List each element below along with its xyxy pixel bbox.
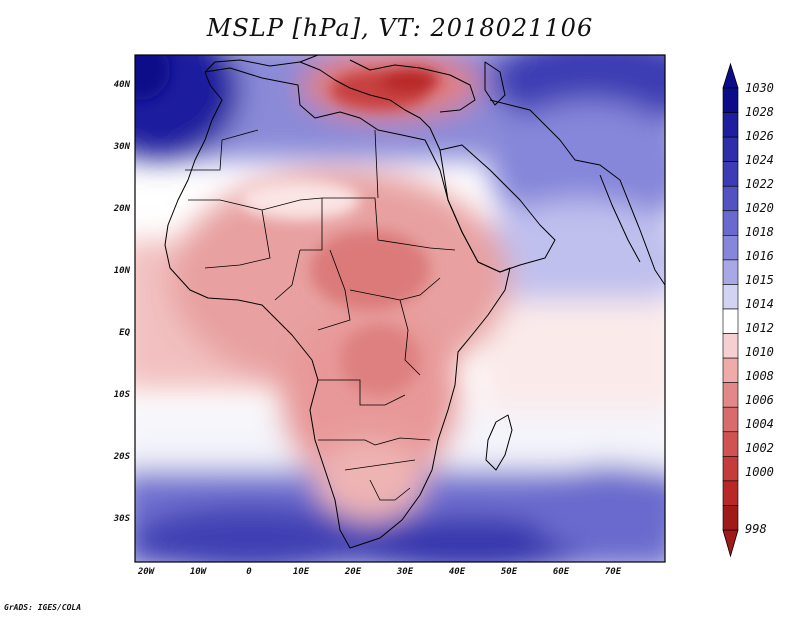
- colorbar-swatch: [722, 87, 739, 113]
- colorbar-label: 1004: [745, 417, 774, 431]
- colorbar-label: 998: [745, 522, 767, 536]
- colorbar-swatch: [722, 456, 739, 482]
- colorbar: [722, 62, 739, 558]
- colorbar-label: 1024: [745, 153, 774, 167]
- credit-text: GrADS: IGES/COLA: [4, 603, 82, 612]
- colorbar-label: 1022: [745, 177, 774, 191]
- colorbar-swatch: [722, 480, 739, 506]
- colorbar-swatch: [722, 505, 739, 531]
- lat-label: 10S: [113, 390, 130, 400]
- colorbar-label: 1000: [745, 465, 774, 479]
- colorbar-label: 1014: [745, 297, 774, 311]
- lon-label: 70E: [604, 567, 622, 577]
- colorbar-label: 1015: [745, 273, 774, 287]
- lon-label: 0: [246, 567, 252, 577]
- colorbar-label: 1008: [745, 369, 774, 383]
- pressure-field: [135, 55, 665, 562]
- colorbar-swatch: [722, 333, 739, 359]
- lat-label: EQ: [119, 328, 130, 338]
- lon-label: 20E: [344, 567, 362, 577]
- lon-label: 30E: [396, 567, 414, 577]
- colorbar-label: 1028: [745, 105, 774, 119]
- colorbar-swatch: [722, 259, 739, 285]
- lon-label: 20W: [137, 567, 155, 577]
- colorbar-top-arrow: [722, 62, 739, 89]
- lon-label: 10W: [189, 567, 207, 577]
- colorbar-swatch: [722, 185, 739, 212]
- colorbar-label: 1002: [745, 441, 774, 455]
- lat-label: 10N: [113, 266, 130, 276]
- colorbar-label: 1018: [745, 225, 774, 239]
- colorbar-label: 1026: [745, 129, 774, 143]
- colorbar-swatch: [722, 210, 739, 236]
- colorbar-swatch: [722, 136, 739, 162]
- colorbar-swatch: [722, 235, 739, 261]
- colorbar-swatch: [722, 284, 739, 310]
- lat-label: 40N: [113, 80, 130, 90]
- colorbar-swatch: [722, 357, 739, 383]
- lon-label: 40E: [448, 567, 466, 577]
- colorbar-bottom-arrow: [722, 529, 739, 558]
- lat-label: 20N: [113, 204, 130, 214]
- colorbar-swatch: [722, 431, 739, 457]
- lat-label: 20S: [113, 452, 130, 462]
- lat-label: 30S: [113, 514, 130, 524]
- colorbar-label: 1020: [745, 201, 774, 215]
- colorbar-label: 1012: [745, 321, 774, 335]
- colorbar-label: 1010: [745, 345, 774, 359]
- country-borders: [185, 129, 456, 501]
- colorbar-swatch: [722, 112, 739, 138]
- lon-label: 10E: [292, 567, 310, 577]
- colorbar-swatch: [722, 406, 739, 433]
- coastlines: [164, 55, 665, 549]
- colorbar-swatch: [722, 308, 739, 334]
- lon-label: 60E: [552, 567, 570, 577]
- map-title: MSLP [hPa], VT: 2018021106: [206, 14, 594, 42]
- lon-label: 50E: [500, 567, 518, 577]
- colorbar-swatch: [722, 161, 739, 187]
- colorbar-label: 1016: [745, 249, 774, 263]
- colorbar-label: 1030: [745, 81, 774, 95]
- map-frame: [134, 54, 666, 563]
- colorbar-swatch: [722, 382, 739, 408]
- colorbar-label: 1006: [745, 393, 774, 407]
- lat-label: 30N: [113, 142, 130, 152]
